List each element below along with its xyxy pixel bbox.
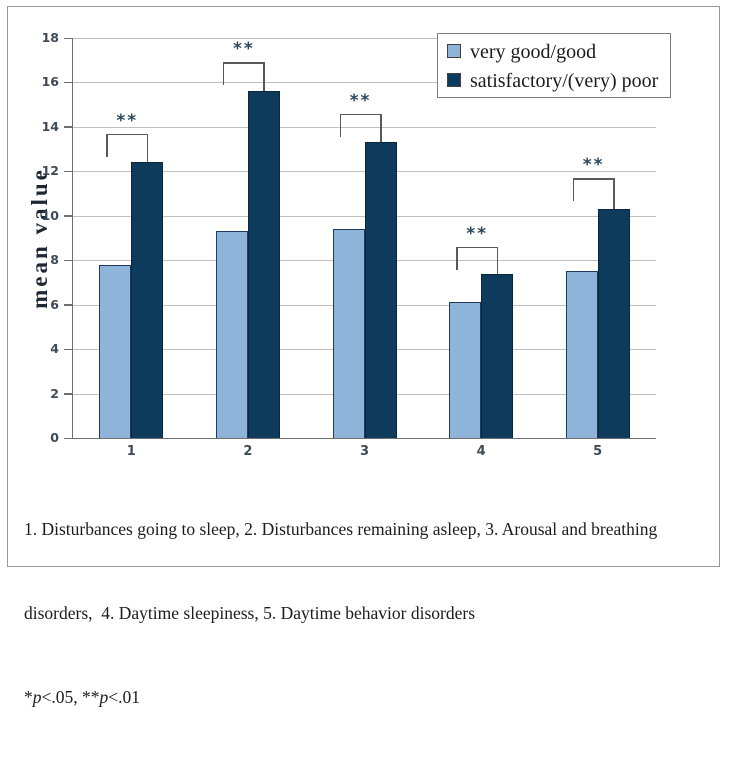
bar-very-good-good — [332, 229, 365, 438]
significance-bracket-right-tick — [263, 62, 265, 92]
y-axis-title: mean value — [27, 167, 52, 309]
significance-stars: ** — [233, 39, 255, 60]
y-axis-tick — [64, 126, 73, 128]
significance-stars: ** — [582, 155, 605, 175]
legend-swatch-light-blue — [447, 44, 461, 59]
legend-swatch-dark-navy — [447, 72, 461, 87]
significance-bracket — [572, 178, 615, 180]
significance-stars: ** — [349, 90, 372, 111]
gridline — [73, 82, 656, 84]
y-axis-tick — [64, 393, 73, 395]
y-tick-label: 12 — [41, 163, 59, 179]
y-axis-tick — [64, 259, 73, 262]
significance-bracket — [106, 133, 149, 136]
y-tick-label: 2 — [50, 385, 59, 401]
significance-bracket-left-tick — [222, 62, 225, 86]
legend-label: very good/good — [470, 41, 597, 64]
legend-item-very-good: very good/good — [447, 40, 670, 62]
significance-stars: ** — [116, 110, 139, 131]
footnote: 1. Disturbances going to sleep, 2. Distu… — [24, 459, 716, 767]
y-tick-label: 6 — [50, 296, 59, 312]
significance-bracket — [456, 246, 499, 249]
x-category-label: 2 — [243, 444, 253, 459]
significance-bracket — [339, 113, 382, 116]
figure-border — [7, 6, 720, 567]
significance-bracket-left-tick — [456, 246, 458, 270]
footnote-line-2: disorders, 4. Daytime sleepiness, 5. Day… — [24, 603, 476, 623]
legend-label: satisfactory/(very) poor — [470, 69, 659, 92]
y-axis-tick — [64, 304, 73, 306]
y-axis-tick — [64, 37, 73, 39]
bar-very-good-good — [99, 264, 132, 438]
y-tick-label: 4 — [50, 341, 59, 357]
y-axis-tick — [64, 437, 73, 439]
significance-note: *p<.05, **p<.01 — [24, 683, 716, 711]
bar-satisfactory-poor — [364, 142, 397, 438]
significance-bracket — [222, 62, 265, 64]
y-tick-label: 16 — [41, 74, 59, 90]
significance-bracket-left-tick — [572, 178, 575, 201]
significance-bracket-right-tick — [613, 178, 615, 210]
bar-very-good-good — [565, 271, 598, 438]
significance-bracket-right-tick — [496, 246, 499, 274]
gridline — [73, 126, 656, 128]
bar-very-good-good — [215, 231, 248, 438]
bar-satisfactory-poor — [131, 162, 164, 438]
bar-very-good-good — [449, 302, 482, 438]
x-category-label: 3 — [359, 444, 369, 459]
significance-note-segment: ** — [82, 687, 100, 707]
footnote-line-1: 1. Disturbances going to sleep, 2. Distu… — [24, 519, 658, 539]
significance-note-segment: <.01 — [108, 687, 140, 707]
bar-satisfactory-poor — [597, 209, 630, 438]
y-axis-tick — [64, 81, 73, 84]
y-tick-label: 8 — [50, 252, 59, 268]
significance-note-segment: p — [99, 687, 109, 707]
y-tick-label: 18 — [41, 30, 59, 45]
y-axis-tick — [64, 215, 73, 217]
x-category-label: 4 — [476, 444, 486, 459]
bar-satisfactory-poor — [247, 91, 280, 438]
y-axis-tick — [64, 348, 73, 351]
y-tick-label: 14 — [41, 118, 59, 134]
significance-note-segment: * — [24, 687, 33, 707]
bar-satisfactory-poor — [481, 273, 514, 438]
legend: very good/good satisfactory/(very) poor — [437, 33, 671, 98]
significance-note-segment: p — [32, 687, 42, 707]
y-tick-label: 10 — [41, 207, 59, 223]
legend-item-satisfactory-poor: satisfactory/(very) poor — [447, 69, 670, 91]
significance-bracket-right-tick — [380, 113, 382, 143]
significance-stars: ** — [466, 223, 488, 244]
x-category-label: 5 — [593, 444, 603, 459]
x-category-label: 1 — [126, 444, 136, 459]
significance-bracket-left-tick — [106, 133, 108, 157]
significance-bracket-left-tick — [339, 113, 341, 137]
plot-area: 0 2 4 6 8 10 12 14 16 18 1 2 3 4 5 ** ** ** ** ** — [42, 30, 656, 459]
y-axis-tick — [64, 170, 73, 173]
significance-bracket-right-tick — [146, 133, 149, 163]
significance-note-segment: <.05, — [41, 687, 82, 707]
y-tick-label: 0 — [50, 430, 59, 445]
gridline — [73, 38, 656, 39]
